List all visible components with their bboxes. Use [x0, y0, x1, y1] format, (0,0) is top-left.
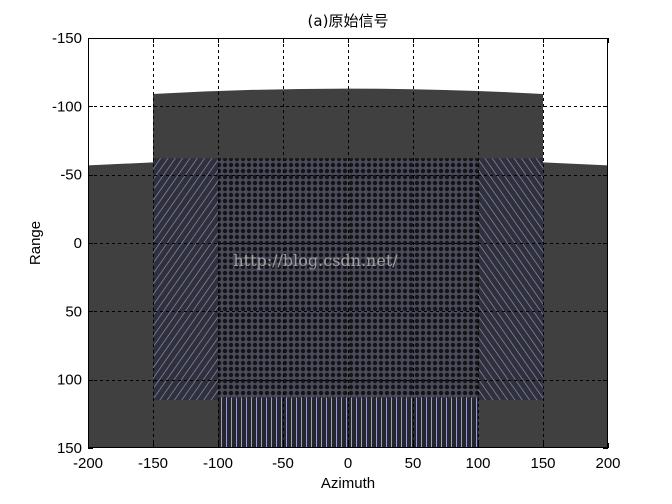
x-tick-label: 0 — [344, 455, 352, 472]
x-tick-label: -150 — [138, 455, 168, 472]
chart-title: (a)原始信号 — [308, 12, 389, 30]
watermark-text: http://blog.csdn.net/ — [233, 251, 398, 270]
x-tick-label: -200 — [73, 455, 103, 472]
y-tick-label: 150 — [57, 440, 82, 457]
y-axis-label: Range — [27, 221, 44, 265]
right-diagonal-band — [478, 158, 543, 401]
grid — [88, 38, 608, 448]
x-tick-labels: -200 -150 -100 -50 0 50 100 150 200 — [73, 455, 621, 472]
x-tick-label: 100 — [465, 455, 490, 472]
x-tick-label: 200 — [595, 455, 620, 472]
outer-right-block — [543, 162, 608, 448]
plot-area — [88, 38, 609, 449]
y-tick-label: 50 — [65, 303, 82, 320]
ticks — [88, 38, 609, 449]
x-tick-label: 150 — [530, 455, 555, 472]
y-tick-label: -150 — [52, 30, 82, 47]
x-tick-label: -100 — [203, 455, 233, 472]
y-tick-label: -100 — [52, 98, 82, 115]
x-tick-label: 50 — [405, 455, 422, 472]
y-tick-label: 100 — [57, 372, 82, 389]
y-tick-label: -50 — [60, 167, 82, 184]
y-tick-label: 0 — [74, 235, 82, 252]
y-tick-labels: -150 -100 -50 0 50 100 150 — [52, 30, 82, 457]
x-axis-label: Azimuth — [321, 475, 375, 492]
image-regions — [88, 88, 608, 449]
left-diagonal-band — [153, 158, 218, 401]
x-tick-label: -50 — [272, 455, 294, 472]
outer-left-block — [88, 162, 153, 448]
